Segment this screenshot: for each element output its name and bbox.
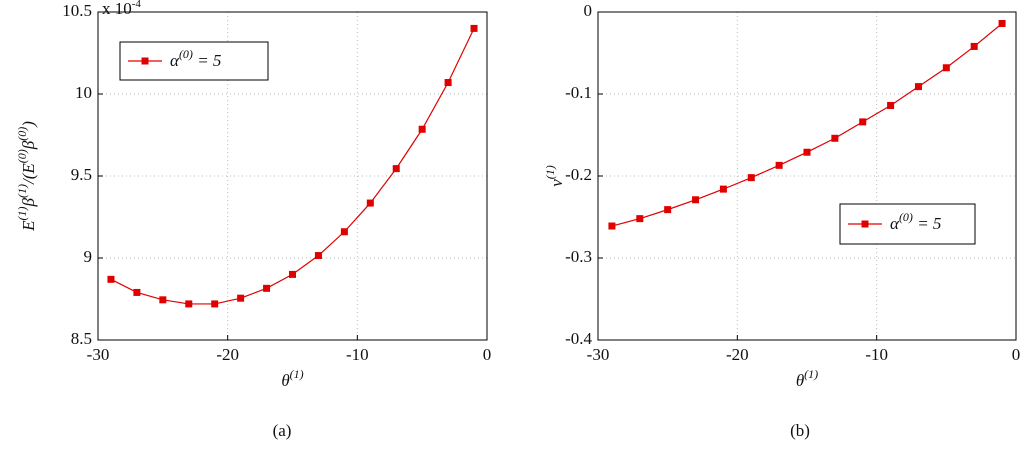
multiplier-base: x 10 (102, 0, 132, 18)
x-tick-label: 0 (483, 345, 492, 364)
y-tick-label: 0 (584, 1, 593, 20)
x-tick-label: -20 (216, 345, 239, 364)
point-marker (211, 300, 219, 308)
point-marker (747, 174, 755, 182)
point-marker (289, 270, 296, 278)
point-marker (444, 79, 452, 87)
point-marker (366, 199, 374, 207)
series-line (611, 23, 1003, 227)
point-marker (470, 24, 478, 32)
point-marker (998, 19, 1006, 27)
y-tick-label: 8.5 (71, 329, 92, 348)
x-axis-label: θ(1) (281, 367, 303, 390)
point-marker (970, 42, 978, 50)
y-tick-label: -0.2 (565, 165, 592, 184)
point-marker (636, 215, 644, 223)
caption: (a) (273, 421, 292, 440)
legend-label: α(0) = 5 (170, 47, 221, 70)
y-tick-label: -0.4 (565, 329, 592, 348)
x-tick-label: -10 (346, 345, 369, 364)
caption: (b) (790, 421, 810, 440)
plot-frame (597, 11, 1017, 341)
y-tick-label: 10.5 (62, 1, 92, 20)
point-marker (775, 161, 783, 169)
y-axis-label: E(1)β(1)/(E(0)β(0)) (15, 121, 38, 232)
y-tick-label: -0.3 (565, 247, 592, 266)
point-marker (719, 185, 727, 193)
y-axis-label: ν(1) (543, 165, 566, 187)
point-marker (107, 275, 115, 283)
point-marker (859, 118, 867, 126)
x-tick-label: -30 (87, 345, 110, 364)
y-tick-label: -0.1 (565, 83, 592, 102)
point-marker (942, 64, 950, 72)
point-marker (237, 294, 245, 302)
multiplier-exponent: -4 (132, 0, 142, 10)
point-marker (831, 134, 839, 142)
point-marker (340, 228, 348, 236)
y-tick-label: 10 (75, 83, 92, 102)
point-marker (185, 300, 193, 308)
point-marker (159, 296, 167, 304)
legend-marker (141, 57, 149, 65)
x-tick-label: 0 (1012, 345, 1021, 364)
plot-frame (97, 11, 488, 341)
point-marker (803, 148, 811, 156)
x-tick-label: -20 (726, 345, 749, 364)
point-marker (664, 206, 672, 214)
point-marker (314, 252, 322, 260)
point-marker (887, 101, 895, 109)
legend-marker (861, 220, 869, 228)
y-tick-label: 9.5 (71, 165, 92, 184)
point-marker (263, 284, 271, 292)
x-tick-label: -10 (865, 345, 888, 364)
legend-label: α(0) = 5 (890, 210, 941, 233)
point-marker (608, 222, 616, 230)
point-marker (692, 196, 700, 204)
y-tick-label: 9 (84, 247, 93, 266)
point-marker (392, 165, 400, 173)
point-marker (914, 83, 922, 91)
axis-multiplier: x 10-4 (102, 0, 141, 18)
x-axis-label: θ(1) (796, 367, 818, 390)
x-tick-label: -30 (587, 345, 610, 364)
point-marker (133, 288, 141, 296)
point-marker (418, 125, 426, 133)
